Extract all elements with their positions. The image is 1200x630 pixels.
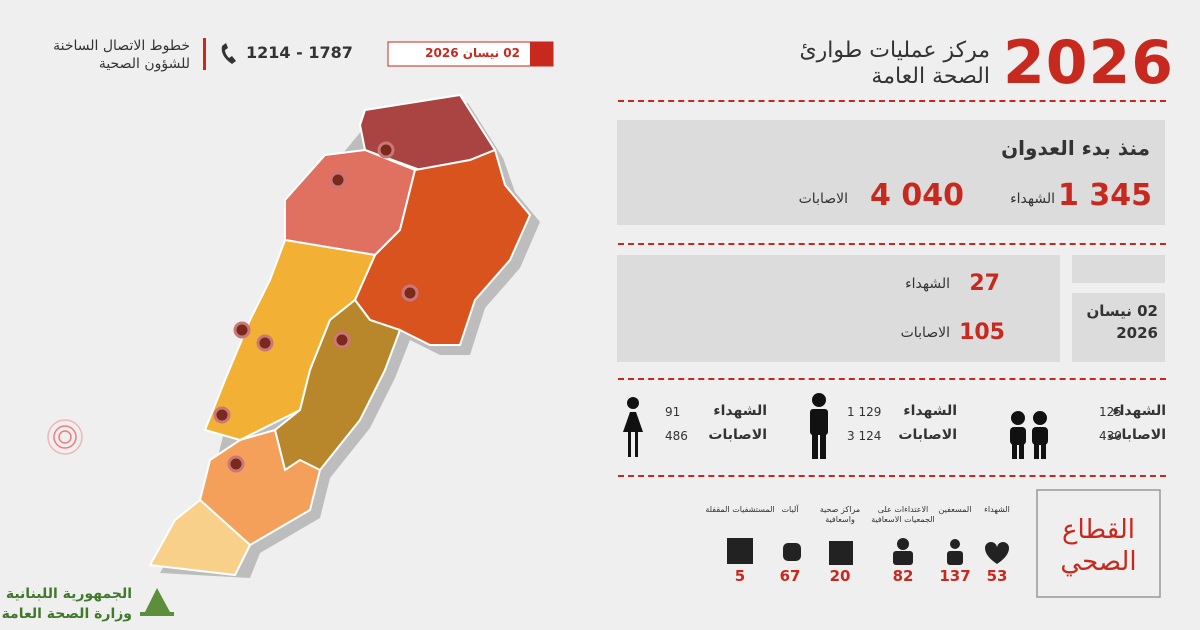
- demo-killed: 91: [665, 405, 681, 419]
- demo-killed: 125: [1099, 405, 1122, 419]
- killed-label: الشهداء: [1010, 191, 1055, 207]
- people-icons: [623, 393, 1048, 459]
- separator: [618, 100, 1166, 102]
- daily-killed-label: الشهداء: [905, 276, 950, 292]
- map: [47, 93, 540, 578]
- title-line: الصحة العامة: [871, 64, 990, 89]
- calendar-icon: [530, 42, 553, 66]
- daily-injured: 105: [959, 320, 1005, 345]
- injured-label: الاصابات: [798, 191, 848, 207]
- sector-item-label: المسعفين: [938, 505, 972, 514]
- sector-item-label: مراكز صحية واسعافية: [819, 505, 861, 524]
- demo-killed-label: الشهداء: [903, 403, 957, 419]
- sector-item-label: الاعتداءات على الجمعيات الاسعافية: [871, 505, 935, 524]
- hotline-line: للشؤون الصحية: [98, 56, 190, 72]
- sector-title: الصحي: [1060, 547, 1137, 577]
- sector-item-value: 82: [892, 567, 914, 585]
- title-line: مركز عمليات طوارئ: [799, 38, 990, 63]
- sector-item-label: الشهداء: [984, 505, 1010, 514]
- demo-injured: 3 124: [847, 429, 882, 443]
- since-box: [617, 120, 1165, 225]
- footer-line: وزارة الصحة العامة: [1, 606, 132, 622]
- hotline-line: خطوط الاتصال الساخنة: [53, 38, 190, 54]
- demo-injured: 486: [665, 429, 688, 443]
- separator: [618, 243, 1166, 245]
- demo-killed-label: الشهداء: [713, 403, 767, 419]
- sector-icons: [727, 538, 1009, 565]
- injured-total: 4 040: [870, 178, 964, 213]
- date: 02 نيسان 2026: [425, 46, 520, 60]
- daily-box: [617, 255, 1060, 362]
- demo-injured-label: الاصابات: [708, 427, 767, 443]
- sector-item-value: 137: [939, 567, 971, 585]
- separator: [618, 378, 1166, 380]
- sector-box: [1036, 489, 1161, 598]
- daily-date: 2026: [1116, 324, 1158, 342]
- daily-date-box: [1072, 293, 1165, 362]
- killed-total: 1 345: [1058, 178, 1152, 213]
- phone-icon: [221, 43, 236, 64]
- daily-top-box: [1072, 255, 1165, 283]
- sector-item-value: 5: [734, 567, 746, 585]
- daily-injured-label: الاصابات: [900, 325, 950, 341]
- demo-injured: 430: [1099, 429, 1122, 443]
- sector-item-label: المستشفيات المقفلة: [705, 505, 775, 514]
- sector-item-value: 67: [779, 567, 801, 585]
- daily-date: 02 نيسان: [1086, 302, 1158, 320]
- sector-item-label: آليات: [781, 505, 799, 514]
- since-title: منذ بدء العدوان: [1001, 136, 1150, 160]
- sector-title: القطاع: [1061, 515, 1136, 545]
- hotline-number: 1214 - 1787: [246, 43, 353, 62]
- sector-item-value: 20: [829, 567, 851, 585]
- demo-killed: 1 129: [847, 405, 882, 419]
- divider: [203, 38, 206, 70]
- footer-line: الجمهورية اللبنانية: [5, 586, 132, 602]
- demo-killed-label: الشهداء: [1112, 403, 1166, 419]
- demo-injured-label: الاصابات: [1107, 427, 1166, 443]
- year: 2026: [1003, 28, 1174, 98]
- daily-killed: 27: [969, 271, 1000, 296]
- demo-injured-label: الاصابات: [898, 427, 957, 443]
- separator: [618, 475, 1166, 477]
- sector-item-value: 53: [986, 567, 1008, 585]
- ministry-logo: [140, 588, 174, 616]
- date-badge: [387, 41, 554, 67]
